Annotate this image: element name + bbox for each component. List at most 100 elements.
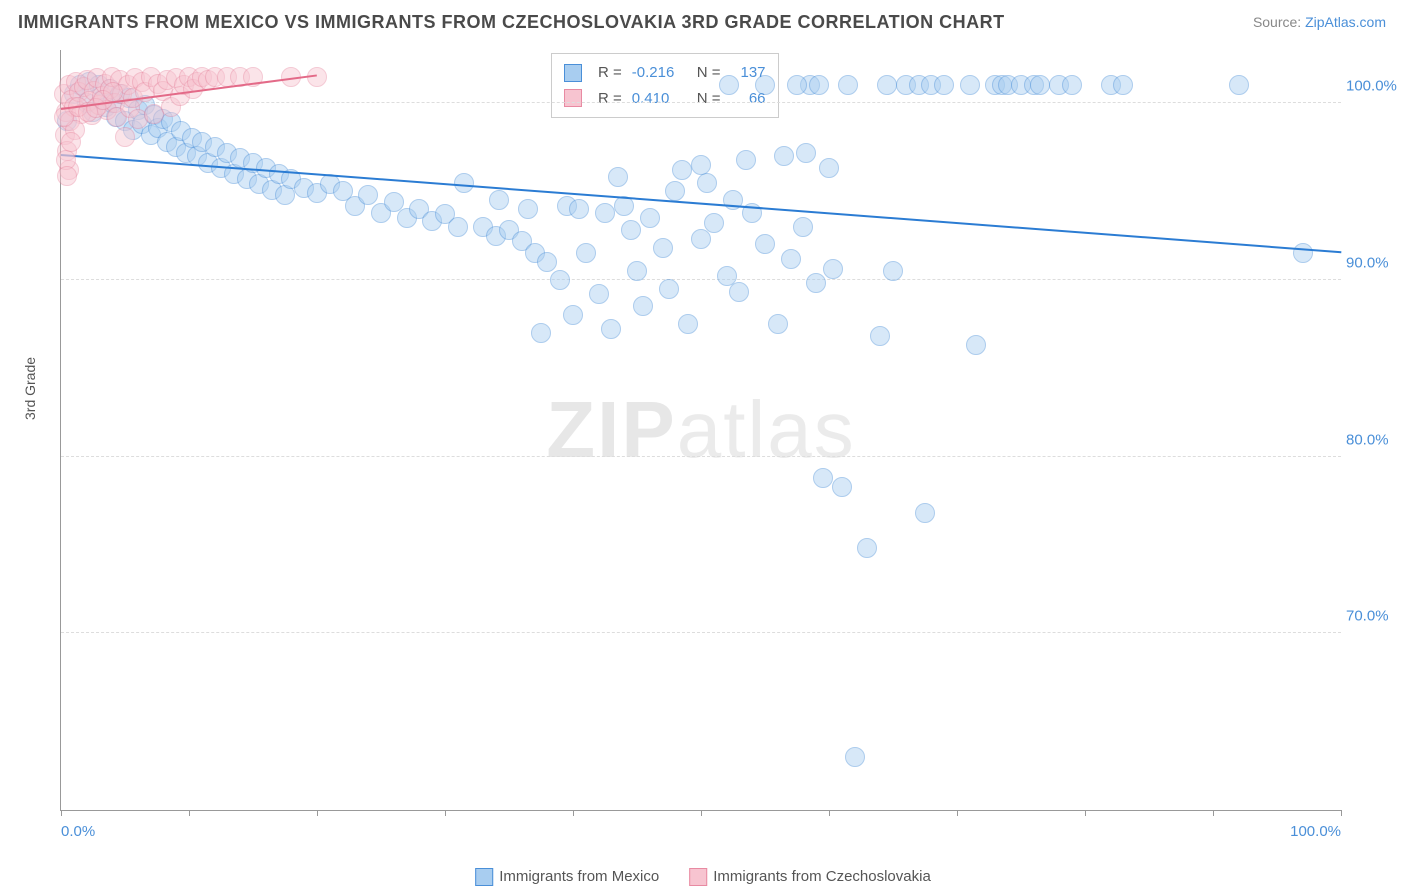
x-tick-label: 100.0% xyxy=(1290,823,1341,840)
x-tick xyxy=(189,810,190,816)
source-attribution: Source: ZipAtlas.com xyxy=(1253,14,1386,30)
n-label: N = xyxy=(697,60,721,86)
data-point xyxy=(719,75,739,95)
x-tick xyxy=(317,810,318,816)
y-tick-label: 100.0% xyxy=(1346,78,1401,95)
data-point xyxy=(832,477,852,497)
data-point xyxy=(704,213,724,233)
legend-text: Immigrants from Czechoslovakia xyxy=(713,868,931,885)
data-point xyxy=(823,259,843,279)
data-point xyxy=(518,199,538,219)
gridline-h xyxy=(61,279,1341,280)
data-point xyxy=(819,158,839,178)
x-tick xyxy=(573,810,574,816)
data-point xyxy=(838,75,858,95)
r-value: 0.410 xyxy=(632,86,687,112)
data-point xyxy=(621,220,641,240)
data-point xyxy=(589,284,609,304)
data-point xyxy=(809,75,829,95)
data-point xyxy=(915,503,935,523)
data-point xyxy=(627,261,647,281)
data-point xyxy=(1293,243,1313,263)
data-point xyxy=(697,173,717,193)
data-point xyxy=(774,146,794,166)
x-tick xyxy=(957,810,958,816)
watermark-bold: ZIP xyxy=(546,385,676,474)
data-point xyxy=(813,468,833,488)
series-legend: Immigrants from Mexico Immigrants from Cz… xyxy=(475,868,931,886)
gridline-h xyxy=(61,456,1341,457)
legend-item: Immigrants from Czechoslovakia xyxy=(689,868,931,886)
data-point xyxy=(960,75,980,95)
data-point xyxy=(57,166,77,186)
data-point xyxy=(358,185,378,205)
data-point xyxy=(755,75,775,95)
n-label: N = xyxy=(697,86,721,112)
gridline-h xyxy=(61,102,1341,103)
data-point xyxy=(601,319,621,339)
data-point xyxy=(736,150,756,170)
data-point xyxy=(61,132,81,152)
data-point xyxy=(883,261,903,281)
data-point xyxy=(608,167,628,187)
data-point xyxy=(640,208,660,228)
legend-text: Immigrants from Mexico xyxy=(499,868,659,885)
data-point xyxy=(576,243,596,263)
r-label: R = xyxy=(598,86,622,112)
data-point xyxy=(665,181,685,201)
data-point xyxy=(653,238,673,258)
y-axis-label: 3rd Grade xyxy=(22,357,38,420)
data-point xyxy=(678,314,698,334)
legend-swatch xyxy=(475,868,493,886)
y-tick-label: 90.0% xyxy=(1346,254,1401,271)
data-point xyxy=(1062,75,1082,95)
r-label: R = xyxy=(598,60,622,86)
data-point xyxy=(729,282,749,302)
x-tick xyxy=(61,810,62,816)
data-point xyxy=(934,75,954,95)
data-point xyxy=(563,305,583,325)
x-tick xyxy=(1085,810,1086,816)
data-point xyxy=(966,335,986,355)
source-prefix: Source: xyxy=(1253,14,1305,30)
data-point xyxy=(1229,75,1249,95)
data-point xyxy=(857,538,877,558)
data-point xyxy=(768,314,788,334)
data-point xyxy=(454,173,474,193)
data-point xyxy=(489,190,509,210)
scatter-chart: ZIPatlas R =-0.216N =137R =0.410N =66 10… xyxy=(60,50,1341,811)
data-point xyxy=(115,127,135,147)
data-point xyxy=(806,273,826,293)
data-point xyxy=(796,143,816,163)
data-point xyxy=(691,229,711,249)
x-tick xyxy=(829,810,830,816)
source-link[interactable]: ZipAtlas.com xyxy=(1305,14,1386,30)
data-point xyxy=(1030,75,1050,95)
gridline-h xyxy=(61,632,1341,633)
chart-title: IMMIGRANTS FROM MEXICO VS IMMIGRANTS FRO… xyxy=(18,12,1005,33)
r-value: -0.216 xyxy=(632,60,687,86)
data-point xyxy=(595,203,615,223)
legend-swatch xyxy=(564,64,582,82)
data-point xyxy=(845,747,865,767)
legend-swatch xyxy=(689,868,707,886)
x-tick xyxy=(1341,810,1342,816)
data-point xyxy=(448,217,468,237)
data-point xyxy=(537,252,557,272)
data-point xyxy=(672,160,692,180)
data-point xyxy=(659,279,679,299)
legend-swatch xyxy=(564,89,582,107)
data-point xyxy=(1113,75,1133,95)
data-point xyxy=(550,270,570,290)
data-point xyxy=(787,75,807,95)
y-tick-label: 70.0% xyxy=(1346,608,1401,625)
data-point xyxy=(755,234,775,254)
correlation-legend: R =-0.216N =137R =0.410N =66 xyxy=(551,53,779,118)
data-point xyxy=(870,326,890,346)
data-point xyxy=(569,199,589,219)
data-point xyxy=(793,217,813,237)
data-point xyxy=(691,155,711,175)
data-point xyxy=(531,323,551,343)
y-tick-label: 80.0% xyxy=(1346,431,1401,448)
data-point xyxy=(877,75,897,95)
